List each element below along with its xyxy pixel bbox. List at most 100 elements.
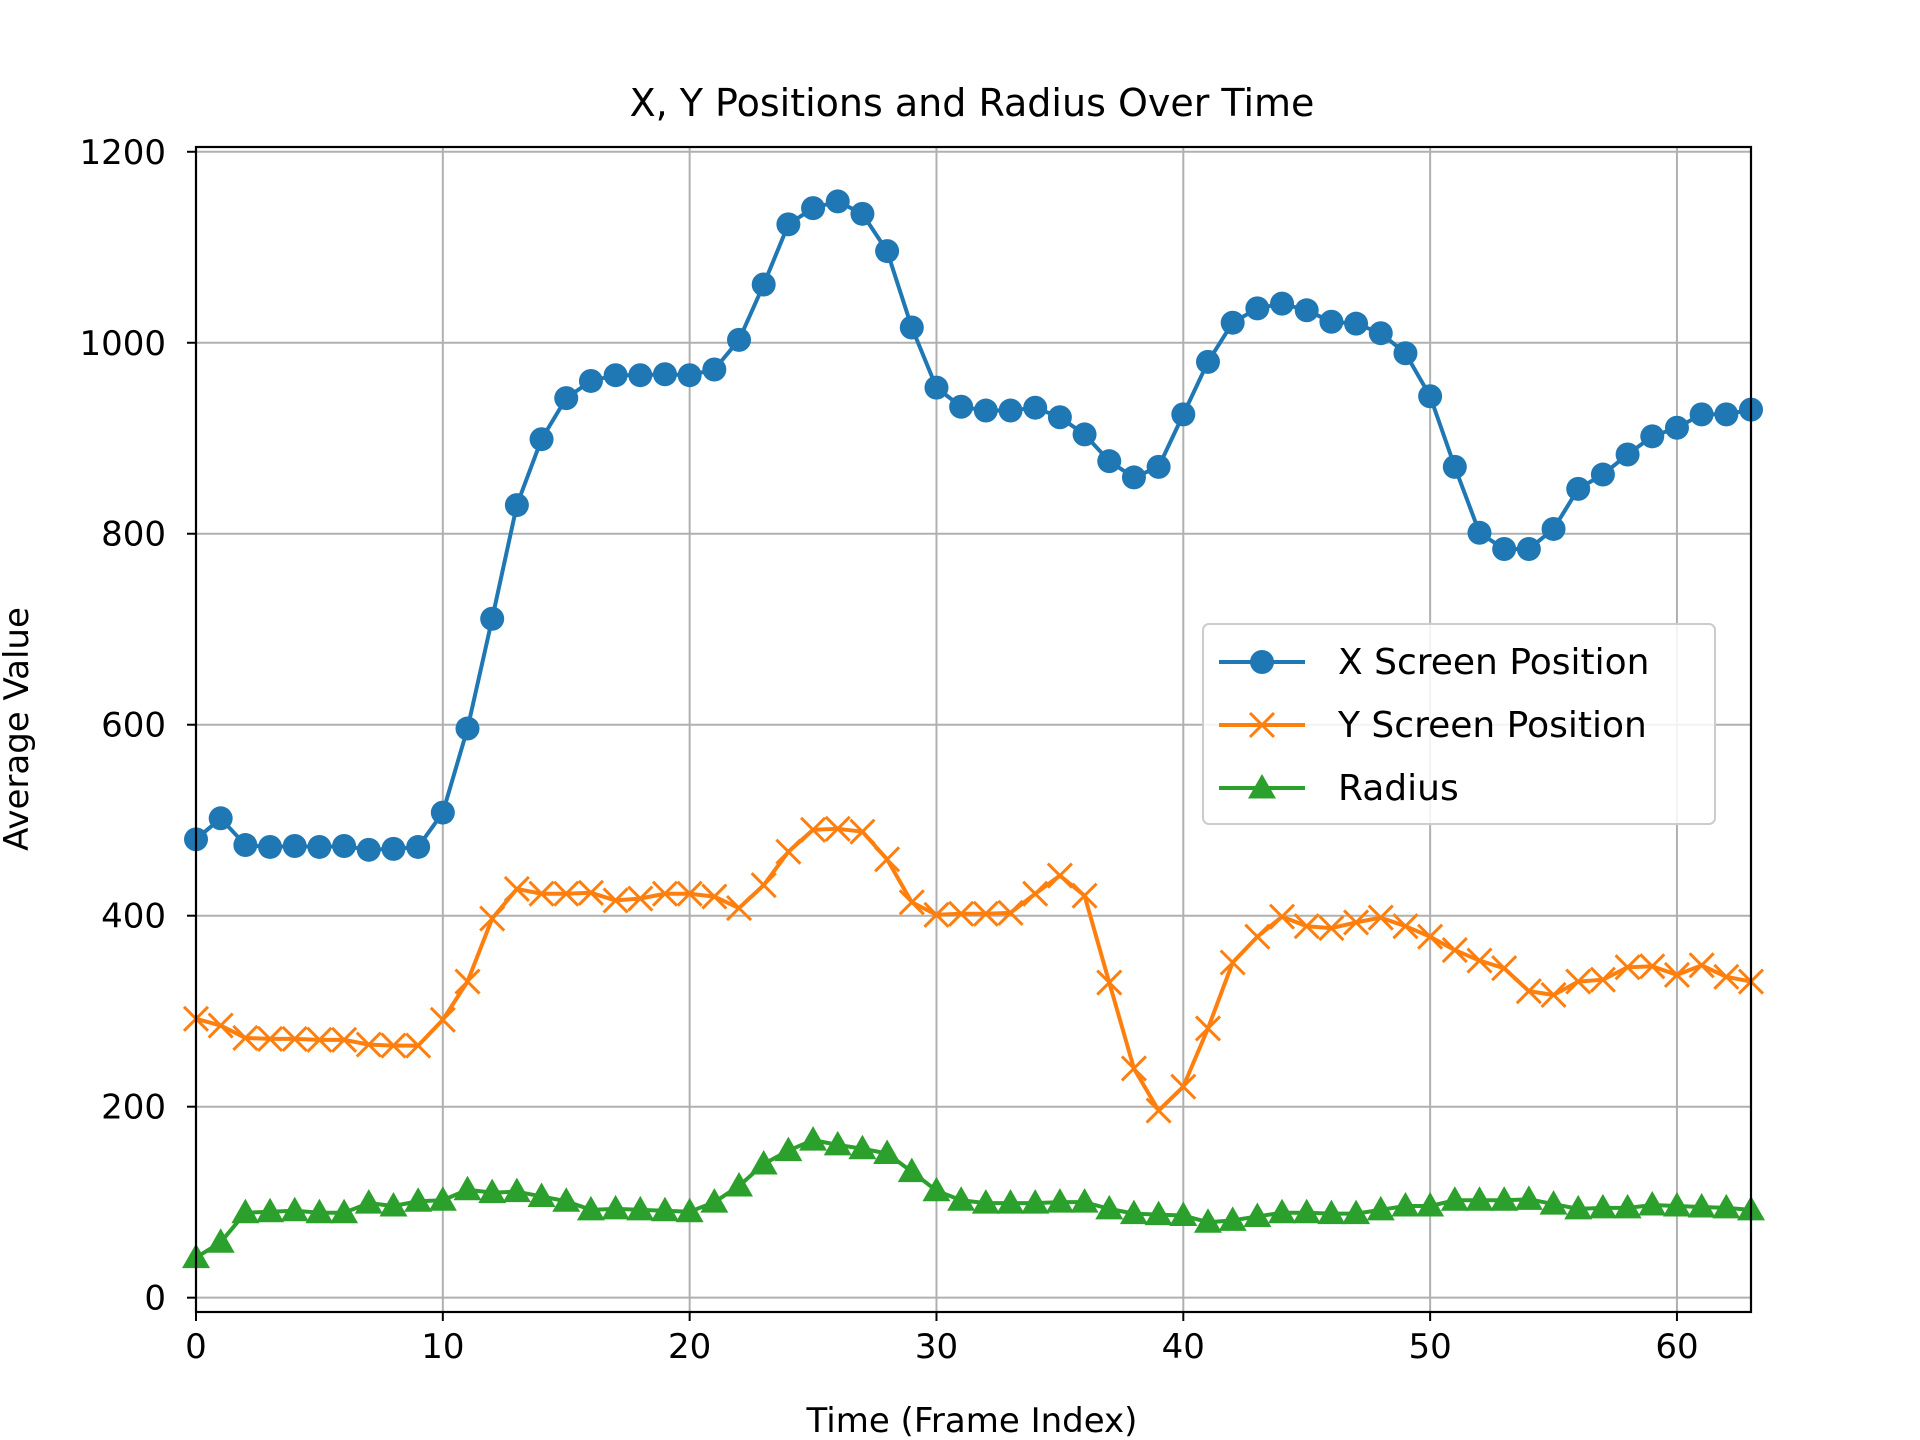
x-tick-label: 50 — [1408, 1327, 1451, 1367]
data-point — [1243, 1202, 1272, 1228]
data-point — [1516, 537, 1541, 562]
x-tick-label: 10 — [421, 1327, 464, 1367]
data-point — [1293, 913, 1320, 940]
data-point — [727, 327, 752, 352]
data-point — [404, 1187, 433, 1212]
data-point — [1119, 1199, 1148, 1225]
data-point — [305, 1198, 334, 1224]
data-point — [1245, 296, 1270, 321]
data-point — [1416, 1192, 1445, 1217]
series-y-screen-position — [182, 815, 1765, 1124]
data-point — [428, 1186, 457, 1211]
series-line — [194, 199, 1752, 852]
series-line — [195, 826, 1752, 1113]
legend-entry: Radius — [1219, 768, 1459, 809]
data-point — [1689, 402, 1714, 427]
data-point — [1268, 1198, 1297, 1224]
data-point — [280, 1196, 309, 1222]
data-point — [874, 846, 901, 873]
data-point — [1465, 1186, 1494, 1211]
data-point — [725, 1171, 754, 1197]
data-point — [430, 800, 455, 825]
data-point — [1220, 310, 1245, 335]
data-point — [1442, 454, 1467, 479]
data-point — [1045, 1188, 1074, 1213]
data-point — [1194, 1015, 1222, 1042]
data-point — [1589, 966, 1616, 993]
data-point — [1244, 923, 1271, 950]
data-point — [1120, 1055, 1148, 1082]
data-point — [1097, 449, 1122, 474]
data-point — [478, 1178, 507, 1204]
data-point — [897, 1157, 926, 1183]
data-point — [1639, 953, 1666, 980]
data-point — [258, 834, 283, 859]
data-point — [529, 427, 554, 452]
data-point — [1566, 476, 1591, 501]
data-point — [256, 1197, 285, 1223]
data-point — [873, 1139, 902, 1164]
data-point — [502, 1177, 531, 1203]
data-point — [849, 818, 876, 845]
data-point — [949, 394, 974, 419]
data-point — [602, 887, 629, 914]
data-point — [923, 901, 950, 928]
data-point — [1663, 961, 1691, 988]
data-point — [1145, 1097, 1172, 1124]
series-radius — [182, 1126, 1765, 1269]
data-point — [1492, 537, 1517, 562]
data-point — [824, 815, 851, 842]
data-point — [552, 1187, 581, 1212]
data-point — [1319, 309, 1344, 334]
data-point — [948, 900, 975, 927]
data-point — [725, 895, 753, 922]
data-point — [1023, 395, 1048, 420]
data-point — [307, 834, 332, 859]
y-tick-label: 400 — [101, 897, 166, 937]
data-point — [330, 1198, 359, 1224]
data-point — [1640, 424, 1665, 449]
data-point — [651, 880, 679, 907]
data-point — [429, 1006, 456, 1033]
data-point — [750, 872, 777, 899]
data-point — [206, 1228, 235, 1253]
y-tick-label: 600 — [101, 706, 166, 746]
data-point — [354, 1189, 383, 1214]
legend-marker — [1248, 711, 1276, 739]
data-point — [1193, 1208, 1222, 1233]
data-point — [751, 272, 776, 297]
data-point — [1467, 520, 1492, 545]
data-point — [1342, 1199, 1371, 1225]
data-point — [676, 880, 703, 907]
data-point — [1270, 291, 1295, 316]
data-point — [1564, 1194, 1593, 1220]
data-point — [232, 1024, 259, 1052]
data-point — [1219, 949, 1246, 976]
data-point — [207, 1012, 234, 1039]
series-line — [194, 1138, 1752, 1260]
data-point — [626, 1195, 655, 1221]
data-point — [1565, 968, 1592, 995]
y-tick-label: 200 — [101, 1088, 166, 1128]
data-point — [231, 1198, 260, 1224]
data-point — [1687, 1192, 1716, 1218]
data-point — [702, 357, 727, 382]
data-point — [1317, 1199, 1346, 1225]
data-point — [453, 1175, 482, 1201]
data-point — [1391, 1192, 1420, 1217]
data-point — [922, 1176, 951, 1202]
data-point — [774, 1136, 803, 1162]
data-point — [1070, 1188, 1099, 1213]
data-point — [1343, 909, 1370, 936]
data-point — [355, 1031, 382, 1058]
data-point — [528, 880, 555, 907]
data-point — [1366, 1195, 1395, 1221]
data-point — [700, 1188, 729, 1213]
data-point — [553, 880, 580, 907]
data-point — [1712, 1193, 1741, 1219]
data-point — [1590, 462, 1615, 487]
data-point — [1638, 1191, 1667, 1216]
data-point — [601, 1194, 630, 1220]
data-point — [479, 905, 506, 932]
data-point — [1466, 947, 1493, 974]
